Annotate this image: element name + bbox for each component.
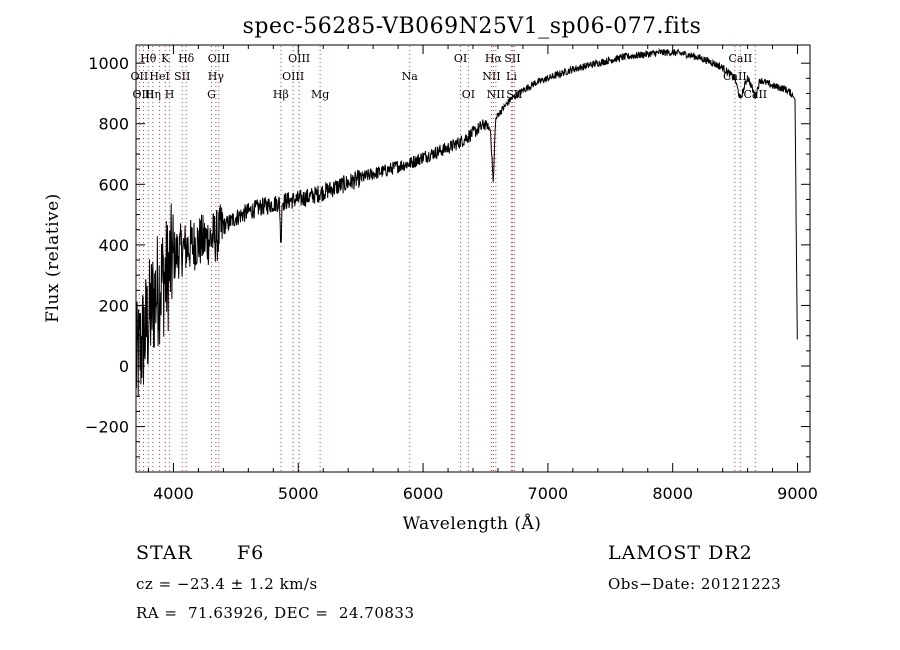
line-label: OI [454, 52, 467, 65]
line-label: NII [487, 88, 505, 101]
line-label: Hδ [178, 52, 195, 65]
line-label: Hθ [140, 52, 157, 65]
x-tick-label: 9000 [777, 484, 818, 503]
line-label: Na [402, 70, 419, 83]
x-axis-label: Wavelength (Å) [403, 513, 542, 534]
line-label: Mg [311, 88, 329, 101]
plot-frame [135, 44, 811, 473]
line-label: NII [482, 70, 500, 83]
line-label: OIII [288, 52, 310, 65]
observation-date: Obs−Date: 20121223 [608, 575, 782, 593]
axes: 4000 5000 6000 7000 8000 9000 −200 0 200 400 600 80… [85, 45, 818, 503]
line-label: OII [131, 70, 149, 83]
x-tick-label: 7000 [528, 484, 569, 503]
x-tick-label: 5000 [278, 484, 319, 503]
line-label: Li [506, 70, 517, 83]
y-tick-label: 1000 [88, 54, 129, 73]
ra-dec: RA = 71.63926, DEC = 24.70833 [136, 604, 415, 622]
x-tick-label: 6000 [403, 484, 444, 503]
y-axis-label: Flux (relative) [43, 193, 63, 323]
y-tick-label: 600 [98, 175, 129, 194]
line-label: OI [462, 88, 475, 101]
line-label: Hβ [273, 88, 289, 101]
x-tick-label: 4000 [153, 484, 194, 503]
object-class: STAR [136, 542, 193, 564]
y-tick-label: 400 [98, 236, 129, 255]
survey-name: LAMOST DR2 [608, 542, 753, 564]
object-subclass: F6 [237, 542, 265, 564]
x-tick-label: 8000 [652, 484, 693, 503]
y-tick-label: 200 [98, 296, 129, 315]
line-label: Hγ [208, 70, 225, 83]
line-label: OIII [282, 70, 304, 83]
y-tick-label: 0 [119, 357, 129, 376]
y-tick-label: 800 [98, 115, 129, 134]
chart-title: spec-56285-VB069N25V1_sp06-077.fits [243, 14, 702, 39]
line-label: H [165, 88, 175, 101]
line-label: Hα [485, 52, 503, 65]
line-label: K [161, 52, 170, 65]
redshift-cz: cz = −23.4 ± 1.2 km/s [136, 575, 318, 593]
line-label: OIII [132, 88, 154, 101]
line-label: HeI [149, 70, 169, 83]
line-label: SII [504, 52, 520, 65]
line-label: Hη [145, 88, 161, 101]
line-label: SII [174, 70, 190, 83]
y-tick-label: −200 [85, 418, 129, 437]
line-label: CaII [729, 52, 753, 65]
spectrum-series [135, 47, 798, 397]
spectrum-line [135, 47, 798, 397]
line-label: G [207, 88, 216, 101]
line-label: OIII [208, 52, 230, 65]
